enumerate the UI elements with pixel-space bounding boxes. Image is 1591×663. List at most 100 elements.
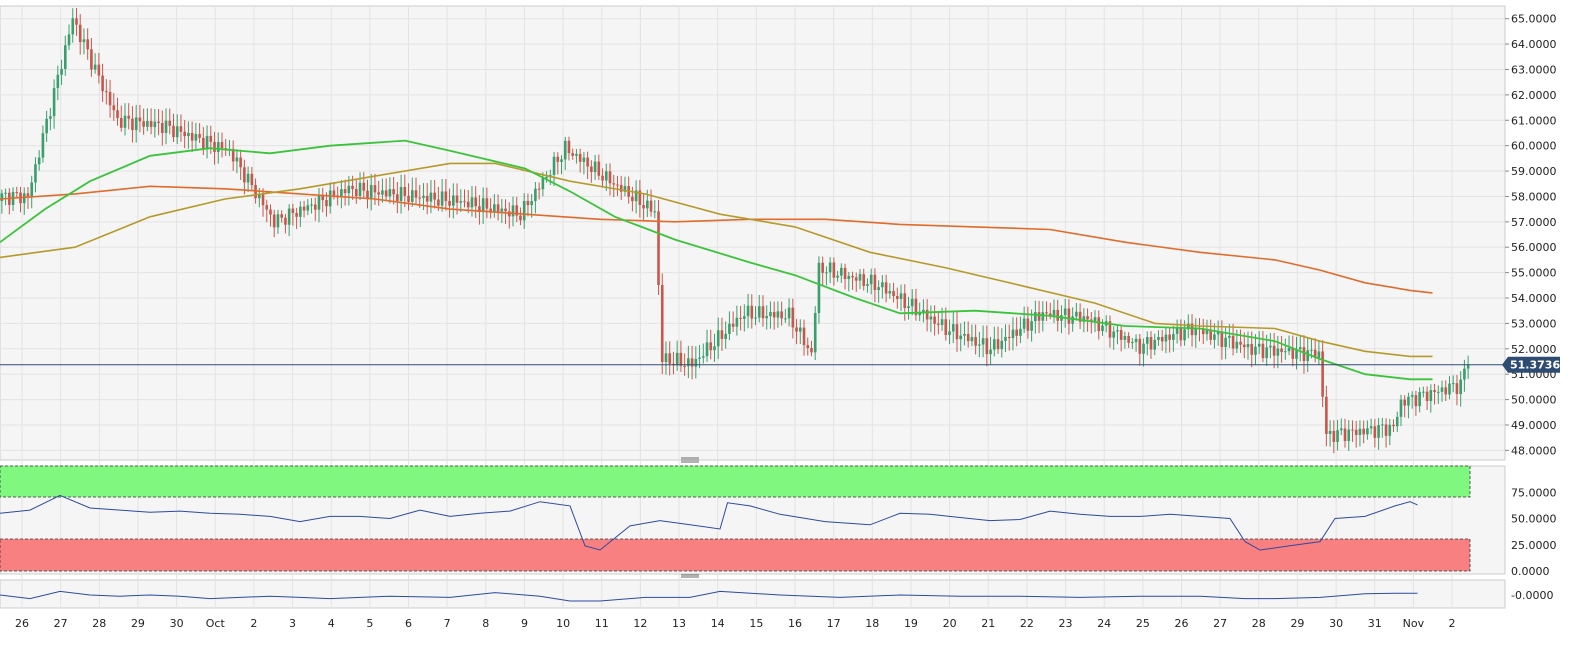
date-tick-label: 12 [633, 617, 647, 630]
candle-body [937, 323, 940, 325]
bearish-candle [802, 319, 806, 356]
candle-body [1298, 347, 1302, 350]
bullish-candle [1004, 324, 1007, 353]
candle-body [854, 277, 858, 281]
candle-body [183, 131, 186, 137]
candle-body [1440, 387, 1444, 392]
candle-body [493, 204, 496, 213]
bearish-candle [1373, 418, 1377, 448]
bullish-candle [713, 333, 716, 362]
candle-body [101, 75, 104, 92]
date-tick-label: 17 [827, 617, 841, 630]
bullish-candle [1213, 323, 1216, 349]
candle-body [1022, 318, 1026, 329]
date-tick-label: 23 [1059, 617, 1073, 630]
bullish-candle [1284, 338, 1287, 360]
candle-body [858, 274, 862, 281]
bullish-candle [34, 157, 37, 193]
price-tick-label: 50.0000 [1511, 394, 1557, 407]
candle-body [515, 205, 519, 216]
candle-body [153, 121, 157, 128]
rsi-axis: 75.0000 50.0000 25.0000 0.0000 [1511, 486, 1557, 578]
bullish-candle [1228, 324, 1231, 348]
candle-body [146, 121, 149, 127]
candle-body [246, 173, 250, 183]
bullish-candle [1366, 420, 1369, 440]
candle-body [1131, 342, 1134, 344]
candle-body [1015, 329, 1018, 336]
candle-body [1448, 383, 1451, 395]
rsi-tick-label: 75.0000 [1511, 486, 1557, 499]
pane-resize-handle-2[interactable] [681, 574, 699, 578]
bearish-candle [1190, 314, 1194, 347]
bullish-candle [67, 24, 71, 50]
bullish-candle [328, 182, 332, 214]
candle-body [910, 298, 914, 307]
candle-body [1339, 428, 1343, 431]
candle-body [437, 199, 440, 206]
bearish-candle [291, 203, 295, 226]
bearish-candle [157, 109, 160, 136]
candle-body [563, 140, 567, 160]
price-tick-label: 54.0000 [1511, 292, 1557, 305]
bullish-candle [1041, 301, 1045, 332]
candle-body [1399, 399, 1403, 417]
bullish-candle [959, 323, 963, 352]
bullish-candle [1395, 411, 1399, 432]
candle-body [474, 197, 478, 207]
bullish-candle [705, 329, 709, 362]
bullish-candle [1429, 384, 1433, 413]
candle-body [720, 330, 724, 339]
bearish-candle [1138, 333, 1142, 366]
candle-body [71, 18, 75, 35]
price-tick-label: 52.0000 [1511, 343, 1557, 356]
bullish-candle [1440, 380, 1444, 402]
bearish-candle [190, 121, 194, 153]
bearish-candle [795, 318, 798, 345]
date-tick-label: 7 [444, 617, 451, 630]
candle-body [414, 190, 418, 198]
candle-body [608, 171, 612, 184]
bullish-candle [825, 266, 828, 286]
candle-body [299, 206, 302, 217]
candlestick-series [0, 7, 1470, 454]
candle-body [149, 121, 153, 128]
candle-body [1377, 425, 1380, 438]
bullish-candle [817, 256, 821, 324]
candle-body [914, 298, 918, 316]
bullish-candle [1011, 317, 1015, 351]
candle-body [933, 316, 936, 324]
pane-resize-handle-1[interactable] [681, 457, 699, 463]
candle-body [276, 214, 280, 228]
bullish-candle [134, 104, 138, 143]
candle-body [116, 110, 119, 119]
candle-body [978, 344, 981, 346]
bearish-candle [586, 151, 589, 180]
bearish-candle [780, 301, 783, 326]
bearish-candle [1149, 331, 1153, 359]
candle-body [250, 173, 254, 186]
date-tick-label: 22 [1020, 617, 1034, 630]
candle-body [75, 18, 78, 25]
bullish-candle [1153, 333, 1157, 356]
bullish-candle [981, 325, 985, 358]
candle-body [261, 194, 265, 206]
candle-body [567, 140, 571, 154]
bearish-candle [243, 159, 246, 195]
candle-body [772, 311, 776, 318]
candle-body [313, 204, 317, 210]
date-tick-label: 6 [405, 617, 412, 630]
candle-body [1381, 424, 1384, 426]
candle-body [526, 200, 530, 206]
bearish-candle [892, 282, 895, 303]
candle-body [1246, 344, 1250, 348]
bearish-candle [485, 187, 489, 219]
candle-body [1235, 341, 1239, 349]
candle-body [754, 317, 757, 319]
bearish-candle [407, 183, 410, 211]
bearish-candle [384, 178, 388, 201]
candle-body [1011, 329, 1015, 339]
bearish-candle [1313, 338, 1317, 363]
bullish-candle [877, 280, 880, 303]
candle-body [213, 141, 216, 152]
